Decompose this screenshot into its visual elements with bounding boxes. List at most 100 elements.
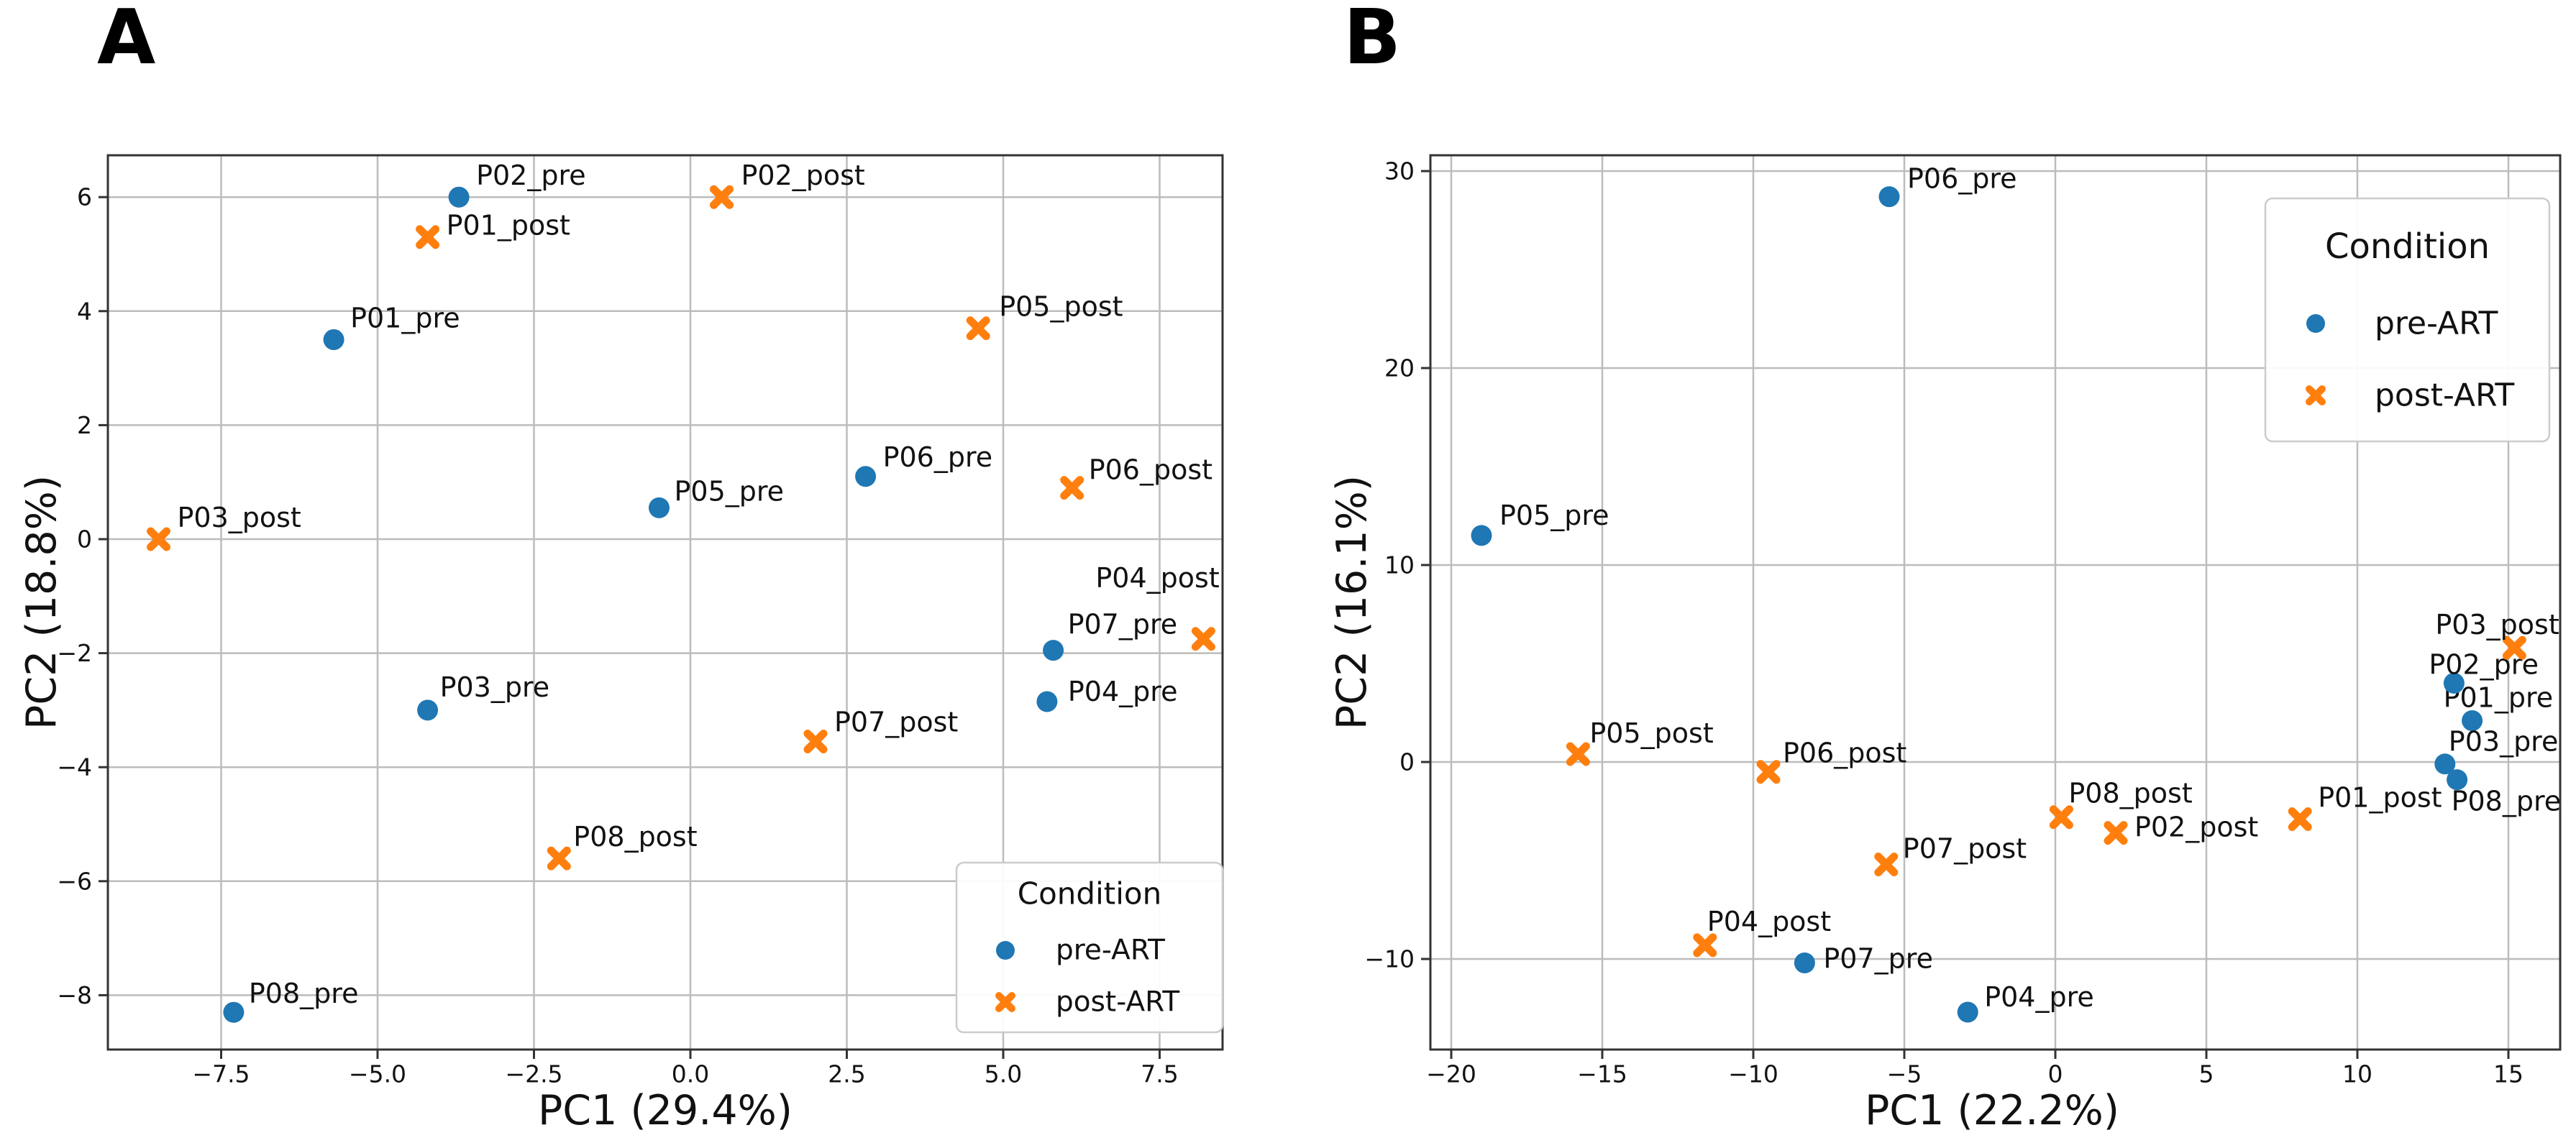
legend-box	[955, 861, 1224, 1034]
point-label-P02_post: P02_post	[2134, 812, 2258, 843]
point-label-P01_pre: P01_pre	[350, 302, 460, 334]
point-label-P06_pre: P06_pre	[883, 441, 993, 473]
x-tick-label: 0	[2048, 1060, 2063, 1088]
legend-title: Condition	[2325, 226, 2490, 267]
x-tick-label: −2.5	[505, 1060, 562, 1088]
panel-title-b: B	[1343, 0, 1402, 81]
legend: Condition pre-ART post-ART	[2264, 197, 2551, 443]
data-point-P07_pre	[1043, 640, 1064, 661]
data-point-P01_pre	[2462, 710, 2483, 731]
data-point-P05_pre	[649, 497, 670, 518]
data-point-P07_post	[803, 730, 828, 754]
plot-border	[1429, 154, 2562, 1051]
point-label-P06_post: P06_post	[1783, 738, 1906, 769]
data-point-P05_post	[1566, 742, 1590, 766]
point-label-P04_pre: P04_pre	[1068, 676, 1178, 707]
x-tick-label: 15	[2493, 1060, 2524, 1088]
point-label-P05_post: P05_post	[999, 291, 1123, 323]
point-label-P05_pre: P05_pre	[675, 475, 785, 507]
data-point-P04_pre	[1036, 691, 1058, 712]
point-label-P08_pre: P08_pre	[2452, 786, 2562, 817]
data-point-P02_post	[710, 185, 734, 209]
data-point-P02_pre	[448, 186, 470, 208]
legend-marker-pre-art-icon	[996, 941, 1015, 960]
point-label-P07_pre: P07_pre	[1823, 942, 1933, 974]
y-tick-label: 20	[1384, 354, 1415, 382]
y-tick-label: −6	[57, 867, 92, 895]
data-point-P07_post	[1874, 852, 1899, 876]
panel-b: −20 −15 −10 −5 0 5 10 15 30 20 10 0 −10 PC1 (22.2%) PC…	[1328, 154, 2562, 1134]
data-point-P06_pre	[1878, 186, 1900, 208]
data-point-P06_post	[1060, 476, 1084, 500]
x-tick-label: 10	[2342, 1060, 2372, 1088]
data-point-P08_post	[2049, 805, 2073, 830]
legend-marker-pre-art-icon	[2306, 314, 2325, 333]
point-label-P01_post: P01_post	[2318, 781, 2442, 813]
point-label-P07_pre: P07_pre	[1068, 609, 1178, 641]
y-tick-label: 30	[1384, 157, 1415, 185]
data-point-P03_post	[2502, 635, 2526, 660]
data-point-P04_post	[1191, 627, 1215, 651]
x-tick-label: −5.0	[349, 1060, 406, 1088]
point-label-P05_pre: P05_pre	[1499, 500, 1609, 531]
data-point-P03_pre	[2434, 753, 2456, 775]
y-axis-label: PC2 (16.1%)	[1328, 475, 1376, 730]
point-label-P08_post: P08_post	[573, 821, 697, 853]
y-tick-label: −2	[57, 639, 92, 667]
data-point-P06_post	[1756, 760, 1781, 784]
point-label-P03_post: P03_post	[178, 502, 301, 533]
point-label-P06_pre: P06_pre	[1907, 163, 2017, 195]
data-point-P08_pre	[223, 1001, 245, 1023]
data-point-P01_pre	[323, 329, 344, 350]
y-tick-label: −10	[1364, 945, 1415, 973]
point-label-P08_post: P08_post	[2068, 778, 2192, 809]
x-tick-label: 0.0	[672, 1060, 709, 1088]
y-tick-label: 2	[77, 411, 92, 439]
y-tick-label: −8	[57, 981, 92, 1009]
point-label-P08_pre: P08_pre	[249, 978, 359, 1009]
data-point-P08_pre	[2447, 769, 2468, 791]
x-tick-label: 5	[2199, 1060, 2214, 1088]
legend: Condition pre-ART post-ART	[955, 861, 1224, 1034]
point-label-P06_post: P06_post	[1089, 454, 1212, 486]
point-label-P03_post: P03_post	[2435, 609, 2559, 641]
x-tick-label: −15	[1577, 1060, 1627, 1088]
point-label-P03_pre: P03_pre	[440, 671, 550, 703]
plot-border	[106, 154, 1224, 1051]
y-axis-label: PC2 (18.8%)	[18, 475, 65, 730]
point-label-P07_post: P07_post	[1903, 832, 2027, 864]
legend-marker-post-art-icon	[995, 992, 1015, 1012]
legend-box	[2264, 197, 2551, 443]
point-label-P02_pre: P02_pre	[476, 160, 586, 191]
x-tick-label: 2.5	[828, 1060, 865, 1088]
x-tick-label: 7.5	[1141, 1060, 1178, 1088]
legend-title: Condition	[1018, 876, 1161, 912]
data-point-P03_pre	[417, 699, 439, 721]
y-tick-label: 6	[77, 183, 92, 211]
data-point-P04_pre	[1957, 1001, 1978, 1023]
legend-entry-label: post-ART	[2375, 377, 2514, 414]
legend-entry-label: pre-ART	[2375, 306, 2498, 342]
data-point-P07_pre	[1794, 952, 1815, 973]
legend-entry-label: post-ART	[1056, 986, 1179, 1019]
point-label-P03_pre: P03_pre	[2449, 726, 2559, 758]
data-point-P05_post	[966, 316, 990, 341]
x-axis-label: PC1 (29.4%)	[538, 1087, 793, 1134]
panel-title-a: A	[97, 0, 156, 81]
data-point-P05_pre	[1471, 525, 1492, 546]
y-tick-label: 0	[77, 525, 92, 554]
point-label-P02_post: P02_post	[741, 160, 865, 191]
y-tick-label: 4	[77, 297, 92, 325]
x-tick-label: −10	[1728, 1060, 1778, 1088]
data-point-P02_post	[2104, 821, 2128, 845]
data-point-P08_post	[547, 846, 571, 871]
point-label-P07_post: P07_post	[834, 707, 958, 738]
y-tick-label: 0	[1399, 748, 1415, 776]
y-tick-label: −4	[57, 753, 92, 781]
point-label-P04_post: P04_post	[1707, 906, 1831, 937]
x-tick-label: −20	[1426, 1060, 1476, 1088]
legend-entry-label: pre-ART	[1056, 935, 1165, 967]
data-point-P01_post	[2288, 807, 2312, 831]
